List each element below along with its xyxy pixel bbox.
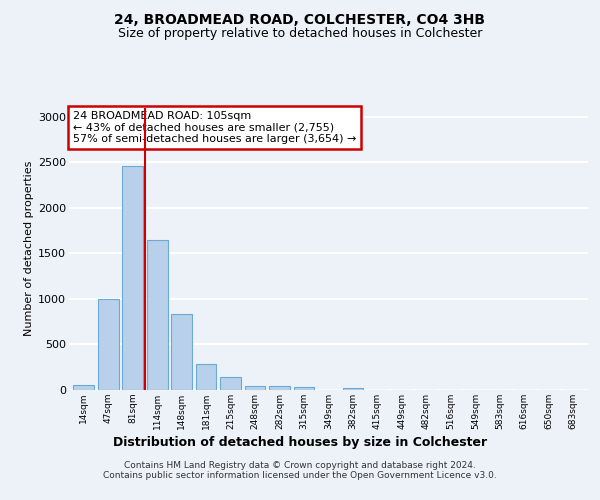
Text: Size of property relative to detached houses in Colchester: Size of property relative to detached ho… xyxy=(118,28,482,40)
Bar xyxy=(98,299,119,390)
Bar xyxy=(220,377,241,390)
Bar xyxy=(196,364,217,390)
Bar xyxy=(245,386,265,390)
Bar xyxy=(343,388,364,390)
Text: Contains HM Land Registry data © Crown copyright and database right 2024.
Contai: Contains HM Land Registry data © Crown c… xyxy=(103,460,497,480)
Bar xyxy=(293,388,314,390)
Bar xyxy=(171,314,192,390)
Text: 24 BROADMEAD ROAD: 105sqm
← 43% of detached houses are smaller (2,755)
57% of se: 24 BROADMEAD ROAD: 105sqm ← 43% of detac… xyxy=(73,110,356,144)
Bar xyxy=(147,240,167,390)
Y-axis label: Number of detached properties: Number of detached properties xyxy=(24,161,34,336)
Text: Distribution of detached houses by size in Colchester: Distribution of detached houses by size … xyxy=(113,436,487,449)
Bar xyxy=(269,386,290,390)
Bar xyxy=(73,386,94,390)
Bar xyxy=(122,166,143,390)
Text: 24, BROADMEAD ROAD, COLCHESTER, CO4 3HB: 24, BROADMEAD ROAD, COLCHESTER, CO4 3HB xyxy=(115,12,485,26)
